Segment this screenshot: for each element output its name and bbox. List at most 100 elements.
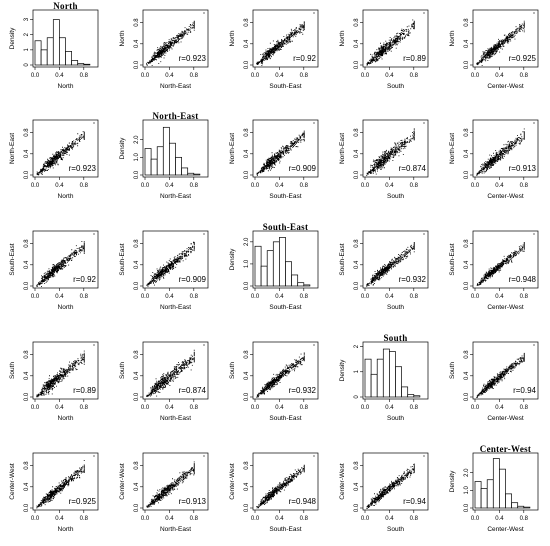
y-tick-label: 0.0 (354, 170, 360, 179)
histogram-bar (499, 468, 506, 509)
scatter-point (93, 233, 95, 235)
y-tick-label: 0.8 (244, 128, 250, 137)
scatter-point (93, 344, 95, 346)
histogram-bar (407, 394, 415, 398)
x-axis-label: Center-West (487, 526, 524, 533)
y-tick-label: 2.0 (464, 468, 470, 477)
x-tick-label: 0.8 (300, 183, 309, 189)
scatter-point (313, 12, 315, 14)
y-tick-label: 0.0 (134, 170, 140, 179)
x-axis-label: Center-West (487, 415, 524, 422)
histogram-bar (83, 63, 91, 66)
scatter-points (256, 352, 305, 398)
y-tick-label: 0.4 (134, 371, 140, 380)
panel-south-east-vs-north: 0.0 0.4 0.8 North 0.0 0.4 0.8 South-East r=0.92 (9, 230, 99, 311)
x-tick-label: 0.0 (141, 294, 150, 300)
scatter-point (533, 122, 535, 124)
x-axis-label: South-East (269, 415, 301, 422)
y-tick-label: 0.8 (24, 239, 30, 248)
x-tick-label: 0.4 (495, 73, 504, 79)
y-axis-label: Center-West (229, 463, 236, 500)
x-axis-label: North-East (160, 526, 191, 533)
correlation-label: r=0.92 (293, 54, 316, 63)
y-tick-label: 0.0 (24, 170, 30, 179)
y-tick-label: 1.0 (134, 153, 140, 162)
y-tick-label: 0.8 (354, 128, 360, 137)
x-tick-label: 0.0 (361, 183, 370, 189)
y-axis-label: South-East (9, 243, 16, 275)
x-tick-label: 0.8 (80, 183, 89, 189)
y-tick-label: 0.8 (134, 461, 140, 470)
x-tick-label: 0.8 (190, 183, 199, 189)
histogram-bar (169, 142, 176, 176)
x-tick-label: 0.8 (80, 73, 89, 79)
y-tick-label: 1 (354, 369, 360, 373)
y-tick-label: 0.8 (354, 239, 360, 248)
x-tick-label: 0.4 (165, 294, 174, 300)
x-axis-label: South-East (269, 193, 301, 200)
scatter-point (423, 455, 425, 457)
x-tick-label: 0.4 (275, 516, 284, 522)
plot-frame (252, 230, 319, 289)
histogram-bar (71, 60, 79, 66)
histogram-bar (40, 49, 48, 66)
x-axis-label: North-East (160, 83, 191, 90)
y-axis-label: North (119, 30, 126, 46)
x-tick-label: 0.8 (80, 516, 89, 522)
plot-frame (472, 119, 539, 178)
plot-frame (32, 452, 99, 511)
plot-frame (142, 230, 209, 289)
histogram-bar (401, 386, 409, 398)
correlation-label: r=0.94 (513, 386, 536, 395)
scatter-points (476, 128, 525, 176)
plot-frame (472, 9, 539, 68)
y-axis-label: South-East (339, 243, 346, 275)
x-tick-label: 0.0 (361, 516, 370, 522)
correlation-label: r=0.89 (403, 54, 426, 63)
x-axis-label: South (387, 304, 404, 311)
y-tick-label: 0 (354, 395, 360, 399)
y-tick-label: 3 (24, 17, 30, 21)
y-tick-label: 0.0 (464, 170, 470, 179)
x-tick-label: 0.8 (520, 73, 529, 79)
y-tick-label: 1 (24, 48, 30, 52)
y-axis-label: Density (9, 27, 16, 49)
x-tick-label: 0.0 (31, 405, 40, 411)
histogram-bar (486, 479, 494, 509)
scatter-points (256, 130, 305, 176)
x-axis-label: North (58, 193, 74, 200)
x-tick-label: 0.4 (495, 183, 504, 189)
y-axis-label: Density (339, 359, 346, 381)
y-tick-label: 2 (354, 344, 360, 348)
panel-south-east-vs-center-west: 0.0 0.4 0.8 Center-West 0.0 0.4 0.8 South-East r… (449, 230, 539, 311)
y-axis-label: South-East (119, 243, 126, 275)
y-tick-label: 0.4 (24, 149, 30, 158)
histogram-bar (52, 19, 60, 66)
scatter-points (36, 131, 85, 176)
y-tick-label: 0.4 (464, 371, 470, 380)
y-axis-label: South (9, 362, 16, 379)
correlation-label: r=0.923 (69, 164, 97, 173)
panel-south-east-vs-north-east: 0.0 0.4 0.8 North-East 0.0 0.4 0.8 South-East r=… (119, 230, 209, 311)
scatter-points (476, 352, 525, 398)
y-tick-label: 0.8 (464, 239, 470, 248)
y-axis-label: North (339, 30, 346, 46)
x-tick-label: 0.4 (55, 516, 64, 522)
panel-center-west-vs-north-east: 0.0 0.4 0.8 North-East 0.0 0.4 0.8 Center-West r… (119, 452, 209, 533)
scatter-points (476, 20, 525, 66)
scatter-point (313, 455, 315, 457)
x-tick-label: 0.8 (80, 294, 89, 300)
x-tick-label: 0.8 (300, 73, 309, 79)
correlation-label: r=0.948 (509, 275, 537, 284)
y-tick-label: 1.0 (464, 486, 470, 495)
x-tick-label: 0.8 (300, 516, 309, 522)
panel-center-west-vs-north: 0.0 0.4 0.8 North 0.0 0.4 0.8 Center-West r=0.92… (9, 452, 99, 533)
y-tick-label: 0.8 (134, 239, 140, 248)
x-axis-label: South (387, 415, 404, 422)
y-tick-label: 0.0 (354, 503, 360, 512)
x-tick-label: 0.8 (300, 405, 309, 411)
scatter-points (256, 21, 305, 66)
plot-frame (362, 341, 429, 400)
x-tick-label: 0.8 (520, 405, 529, 411)
histogram-bar (59, 37, 66, 66)
